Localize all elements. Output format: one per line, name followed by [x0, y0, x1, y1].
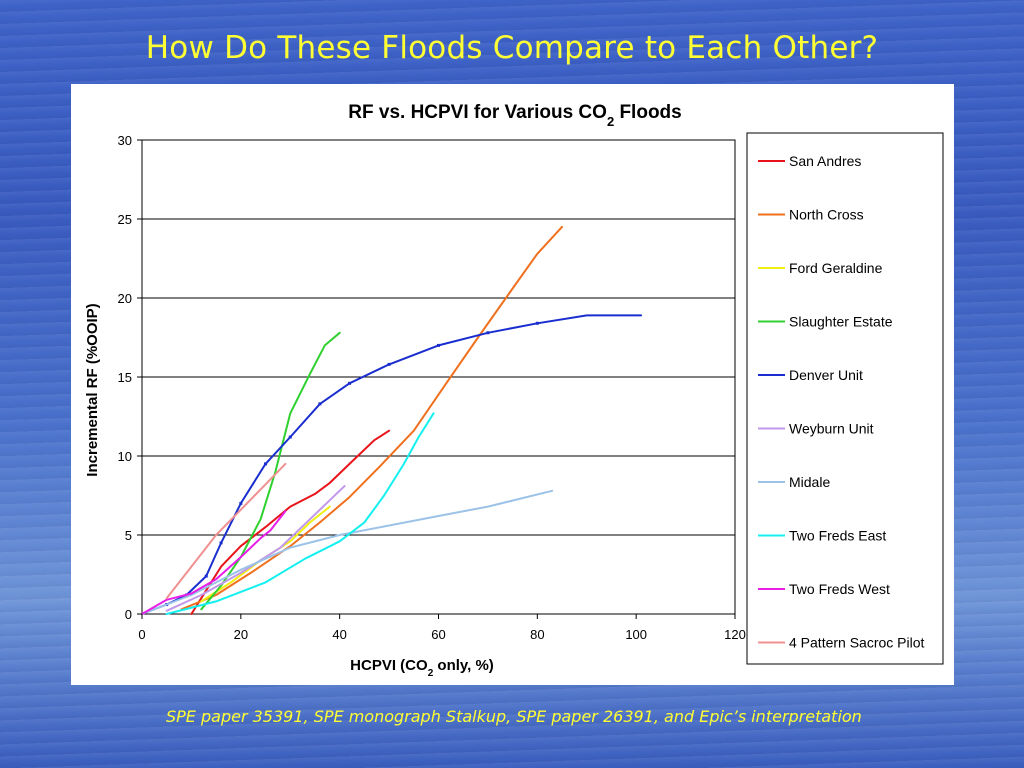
slide-title: How Do These Floods Compare to Each Othe…: [145, 30, 879, 66]
y-axis-label: Incremental RF (%OOIP): [84, 303, 101, 476]
series-line-san-andres: [190, 429, 391, 615]
legend-label-two-freds-west: Two Freds West: [789, 581, 890, 597]
series-point-denver-unit-10: [437, 343, 440, 347]
x-tick-label-5: 100: [625, 627, 647, 642]
legend-label-denver-unit: Denver Unit: [789, 367, 863, 383]
series-line-denver-unit: [141, 314, 643, 615]
x-tick-label-1: 20: [234, 627, 248, 642]
x-axis-label-subscript: 2: [428, 668, 434, 679]
series-point-denver-unit-3: [219, 541, 223, 545]
series-line-slaughter-estate: [200, 331, 341, 611]
y-tick-label-6: 30: [118, 133, 132, 148]
legend-label-4-pattern-sacroc-pilot: 4 Pattern Sacroc Pilot: [789, 635, 925, 651]
series-point-denver-unit-12: [535, 321, 539, 325]
series-line-midale: [141, 489, 554, 615]
series-layer: [141, 225, 643, 615]
x-tick-label-0: 0: [138, 627, 145, 642]
chart-title-main: RF vs. HCPVI for Various CO: [348, 102, 607, 123]
y-tick-label-2: 10: [118, 449, 132, 464]
legend-box: [746, 132, 944, 665]
grid-lines: [142, 139, 735, 536]
series-point-denver-unit-6: [288, 435, 292, 439]
chart: RF vs. HCPVI for Various CO2 Floods 0510…: [84, 102, 944, 679]
x-tick-label-4: 80: [530, 627, 544, 642]
axis-ticks: 0 5 10 15 20 25 30 0 20 40 60 80 100 120: [118, 133, 746, 642]
x-tick-label-3: 60: [431, 627, 445, 642]
y-tick-label-4: 20: [118, 291, 132, 306]
chart-title: RF vs. HCPVI for Various CO2 Floods: [348, 102, 681, 129]
series-point-denver-unit-8: [348, 381, 352, 385]
legend-label-north-cross: North Cross: [789, 207, 864, 223]
series-line-two-freds-east: [165, 412, 435, 615]
series-point-denver-unit-7: [318, 402, 322, 406]
legend-label-midale: Midale: [789, 474, 830, 490]
x-axis-label: HCPVI (CO2 only, %): [350, 657, 494, 679]
series-line-weyburn-unit: [165, 485, 346, 612]
series-point-denver-unit-5: [264, 462, 268, 466]
y-tick-label-3: 15: [118, 370, 132, 385]
series-line-4-pattern-sacroc-pilot: [165, 462, 287, 600]
series-point-denver-unit-4: [239, 501, 243, 505]
legend-label-san-andres: San Andres: [789, 153, 861, 169]
x-tick-label-2: 40: [332, 627, 346, 642]
chart-title-tail: Floods: [614, 102, 682, 123]
legend-label-two-freds-east: Two Freds East: [789, 528, 886, 544]
footnote: SPE paper 35391, SPE monograph Stalkup, …: [166, 707, 862, 726]
series-point-denver-unit-9: [387, 362, 391, 366]
series-point-denver-unit-11: [486, 331, 490, 335]
series-line-two-freds-west: [141, 510, 287, 615]
x-axis-label-tail: only, %): [433, 657, 494, 674]
chart-title-subscript: 2: [607, 114, 614, 129]
y-tick-label-5: 25: [118, 212, 132, 227]
chart-frame: RF vs. HCPVI for Various CO2 Floods 0 5 10…: [71, 84, 954, 685]
legend-label-ford-geraldine: Ford Geraldine: [789, 260, 883, 276]
legend-label-weyburn-unit: Weyburn Unit: [789, 421, 874, 437]
legend-label-slaughter-estate: Slaughter Estate: [789, 314, 893, 330]
x-axis-label-main: HCPVI (CO: [350, 657, 428, 674]
y-tick-label-0: 0: [125, 607, 132, 622]
series-line-north-cross: [180, 225, 563, 611]
y-tick-label-1: 5: [125, 528, 132, 543]
series-point-denver-unit-2: [204, 574, 208, 578]
x-tick-label-6: 120: [724, 627, 746, 642]
legend: San Andres North Cross Ford Geraldine Slaug…: [746, 132, 944, 665]
